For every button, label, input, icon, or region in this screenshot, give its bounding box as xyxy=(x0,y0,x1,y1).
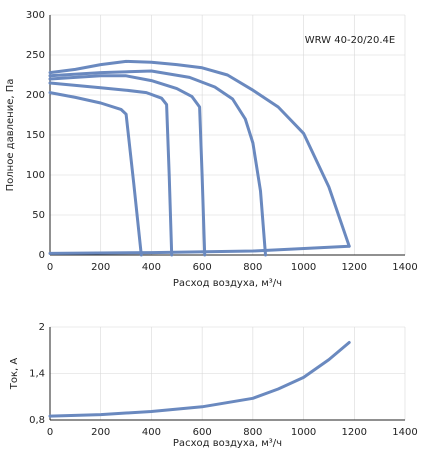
x-tick-label: 1000 xyxy=(291,262,316,273)
x-tick-label: 400 xyxy=(142,427,161,438)
line xyxy=(48,74,207,257)
x-tick-label: 800 xyxy=(243,262,262,273)
y-tick-label: 300 xyxy=(26,10,45,21)
y-tick-label: 0,8 xyxy=(29,415,45,426)
y-axis-label: Полное давление, Па xyxy=(5,79,16,192)
line xyxy=(48,59,351,248)
x-tick-label: 200 xyxy=(91,262,110,273)
annotation: WRW 40-20/20.4E xyxy=(305,35,396,46)
x-axis-label: Расход воздуха, м³/ч xyxy=(173,438,282,449)
y-tick-label: 50 xyxy=(32,210,45,221)
x-tick-label: 1400 xyxy=(392,262,417,273)
y-tick-label: 200 xyxy=(26,90,45,101)
y-tick-label: 1,4 xyxy=(29,369,45,380)
line xyxy=(48,244,351,255)
x-tick-label: 0 xyxy=(47,427,53,438)
x-tick-label: 0 xyxy=(47,262,53,273)
x-tick-label: 800 xyxy=(243,427,262,438)
line xyxy=(48,81,174,257)
x-tick-label: 1200 xyxy=(342,427,367,438)
line xyxy=(48,69,267,257)
y-tick-label: 2 xyxy=(39,322,45,333)
line xyxy=(48,341,351,418)
x-tick-label: 400 xyxy=(142,262,161,273)
y-axis-label: Ток, А xyxy=(9,358,20,391)
x-tick-label: 1400 xyxy=(392,427,417,438)
x-tick-label: 1000 xyxy=(291,427,316,438)
y-tick-label: 100 xyxy=(26,170,45,181)
x-tick-label: 600 xyxy=(193,262,212,273)
x-tick-label: 200 xyxy=(91,427,110,438)
y-tick-label: 150 xyxy=(26,130,45,141)
x-axis-label: Расход воздуха, м³/ч xyxy=(173,278,282,289)
y-tick-label: 0 xyxy=(39,250,45,261)
y-tick-label: 250 xyxy=(26,50,45,61)
line xyxy=(48,91,143,257)
x-tick-label: 600 xyxy=(193,427,212,438)
x-tick-label: 1200 xyxy=(342,262,367,273)
